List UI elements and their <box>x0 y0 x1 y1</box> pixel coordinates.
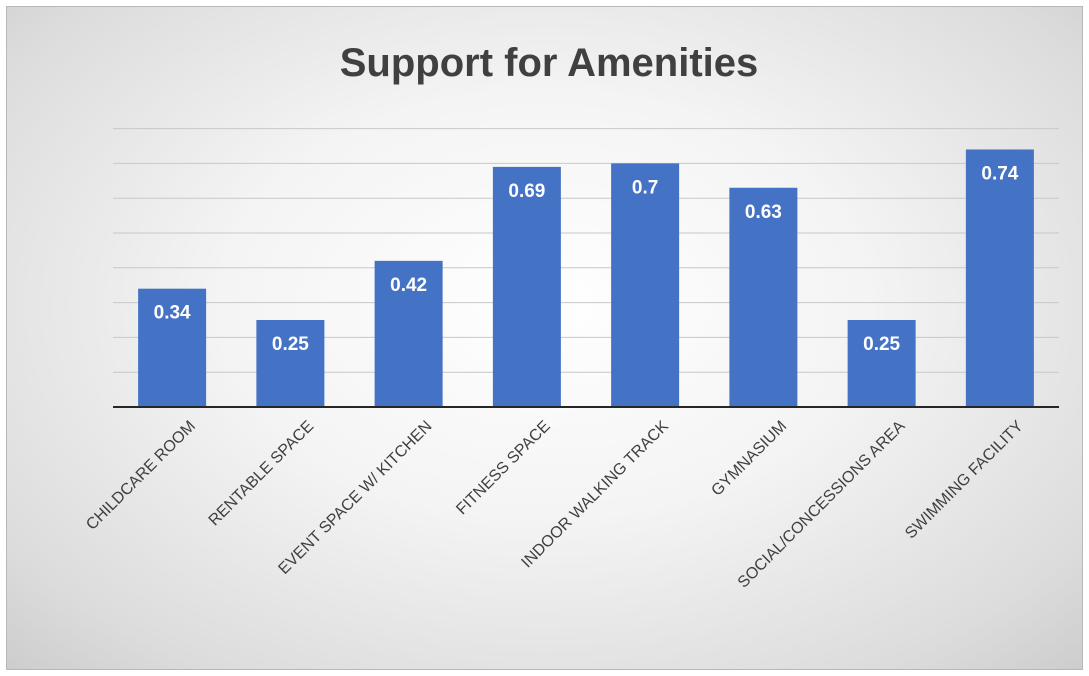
x-tick-label: FITNESS SPACE <box>453 418 553 518</box>
data-label: 0.74 <box>981 163 1018 184</box>
bar <box>138 288 207 407</box>
data-label: 0.34 <box>154 303 191 324</box>
data-labels: 0.34 0.25 0.42 0.69 0.7 0.63 0.25 0.74 <box>154 163 1019 355</box>
data-label: 0.25 <box>272 334 309 355</box>
bars <box>138 149 1034 408</box>
data-label: 0.69 <box>508 181 545 202</box>
data-label: 0.63 <box>745 202 782 223</box>
bar <box>729 187 798 407</box>
bar <box>611 163 680 407</box>
bar <box>374 260 443 407</box>
x-tick-label: RENTABLE SPACE <box>206 418 318 530</box>
x-tick-label: GYMNASIUM <box>708 418 790 500</box>
data-label: 0.25 <box>863 334 900 355</box>
chart-title: Support for Amenities <box>340 41 759 85</box>
x-tick-label: CHILDCARE ROOM <box>83 418 199 534</box>
x-tick-label: SWIMMING FACILITY <box>902 418 1027 543</box>
bar <box>847 320 916 407</box>
gridlines <box>113 128 1059 373</box>
chart-area: Support for Amenities 0.34 0.25 0.42 0.69 0.… <box>6 6 1083 670</box>
bar-chart: Support for Amenities 0.340.250.420.69 0.… <box>83 41 1059 592</box>
bar <box>965 149 1034 408</box>
data-label: 0.42 <box>390 275 427 296</box>
bar <box>256 320 325 407</box>
data-label: 0.7 <box>632 177 658 198</box>
bar <box>492 166 561 407</box>
